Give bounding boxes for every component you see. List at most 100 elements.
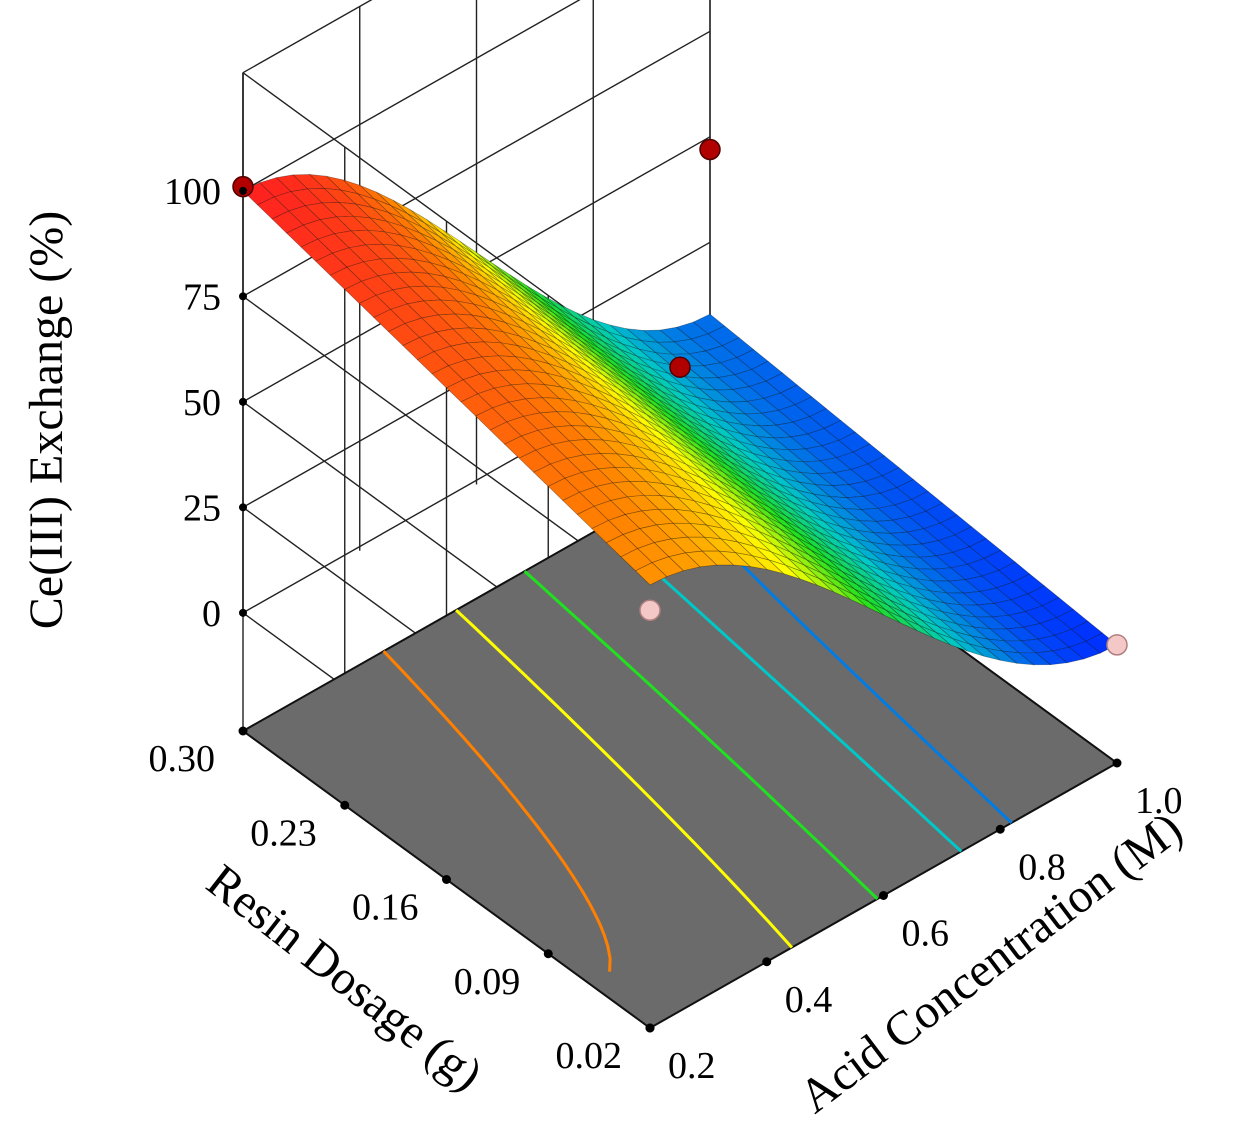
surface-cell (368, 217, 403, 236)
y-tick-mark (543, 949, 553, 959)
surface-cell (692, 313, 726, 335)
surface-cell (854, 588, 886, 611)
surface-cell (403, 226, 435, 247)
surface-cell (852, 545, 885, 564)
x-tick-label: 0.4 (785, 979, 833, 1021)
design-point (639, 599, 661, 621)
surface-cell (681, 430, 714, 454)
surface-cell (722, 527, 755, 547)
y-axis-label: Resin Dosage (g) (197, 854, 492, 1101)
surface-cell (790, 507, 822, 528)
z-axis-label: Ce(III) Exchange (%) (20, 211, 73, 629)
surface-cell (288, 205, 321, 226)
surface-cell (610, 402, 643, 425)
surface-cell (319, 216, 352, 235)
surface-cell (379, 257, 413, 274)
z-tick-label: 50 (183, 382, 221, 424)
y-tick-label: 0.09 (454, 961, 521, 1003)
surface-cell (656, 341, 690, 355)
surface-cell (453, 249, 485, 273)
surface-cell (754, 494, 787, 517)
z-tick-mark (239, 503, 247, 512)
y-tick-label: 0.23 (250, 812, 317, 854)
surface-cell (390, 205, 423, 228)
surface-cell (346, 261, 379, 282)
surface-cell (290, 188, 323, 207)
z-tick-label: 0 (202, 593, 221, 635)
x-tick-mark (1112, 758, 1122, 768)
surface-cell (634, 562, 668, 586)
surface-cell (490, 265, 523, 290)
surface-cell (829, 553, 862, 576)
surface-cell (766, 510, 799, 534)
surface-cell (586, 332, 619, 355)
y-tick-label: 0.16 (352, 887, 419, 929)
surface-cell (393, 271, 427, 288)
surface-cell (405, 218, 437, 242)
surface-cell (424, 222, 456, 247)
surface-cell (612, 481, 645, 498)
surface-cell (446, 267, 479, 288)
y-tick-mark (645, 1023, 655, 1033)
surface-cell (302, 219, 336, 240)
z-tick-mark (239, 397, 247, 406)
surface-cell (737, 485, 770, 508)
contour-line (455, 609, 794, 949)
surface-cell (843, 508, 877, 522)
surface-cell (315, 252, 348, 276)
surface-cell (466, 341, 500, 358)
surface-cell (869, 550, 901, 567)
surface-cell (812, 545, 845, 568)
surface-cell (852, 593, 884, 616)
surface-cell (773, 499, 806, 521)
x-tick-label: 0.6 (902, 913, 950, 955)
surface-cell (837, 533, 870, 552)
surface-cell (625, 376, 658, 400)
surface-cell (850, 551, 883, 571)
surface-cell (646, 414, 679, 438)
surface-cell (868, 601, 901, 624)
surface-cell (434, 246, 467, 269)
surface-cell (751, 555, 785, 575)
surface-cell (420, 314, 454, 333)
surface-cell (879, 576, 912, 596)
z-tick-label: 75 (183, 276, 221, 318)
x-tick-label: 1.0 (1135, 780, 1183, 822)
x-tick-label: 0.8 (1018, 846, 1066, 888)
surface-cell (779, 528, 812, 551)
y-tick-mark (238, 726, 248, 736)
y-tick-mark (340, 800, 350, 810)
surface-cell (423, 299, 456, 316)
surface-cell (359, 184, 392, 207)
z-tick-mark (239, 292, 247, 301)
surface-cell (867, 557, 899, 576)
surface-cell (734, 552, 768, 570)
surface-cell (439, 299, 473, 316)
surface-cell (808, 508, 841, 527)
surface-cell (708, 514, 741, 534)
surface-cell (408, 285, 442, 302)
surface-cell (488, 267, 521, 292)
x-tick-mark (995, 824, 1005, 834)
contour-line (523, 570, 879, 900)
surface-cell (421, 226, 454, 250)
surface-cell (885, 609, 918, 631)
surface-cell (323, 187, 357, 205)
surface-cell (991, 614, 1025, 630)
surface-cell (273, 191, 307, 212)
surface-cell (357, 193, 390, 214)
surface-cell (392, 199, 425, 224)
surface-cell (360, 275, 394, 296)
surface-cell (719, 538, 754, 557)
surface-cell (823, 419, 857, 441)
surface-cell (908, 601, 941, 620)
surface-cell (492, 263, 525, 288)
surface-cell (484, 272, 517, 297)
surface-cell (808, 554, 841, 577)
surface-cell (397, 245, 432, 264)
surface-cell (448, 259, 481, 282)
design-point (1106, 634, 1128, 656)
surface-cell (481, 355, 515, 372)
